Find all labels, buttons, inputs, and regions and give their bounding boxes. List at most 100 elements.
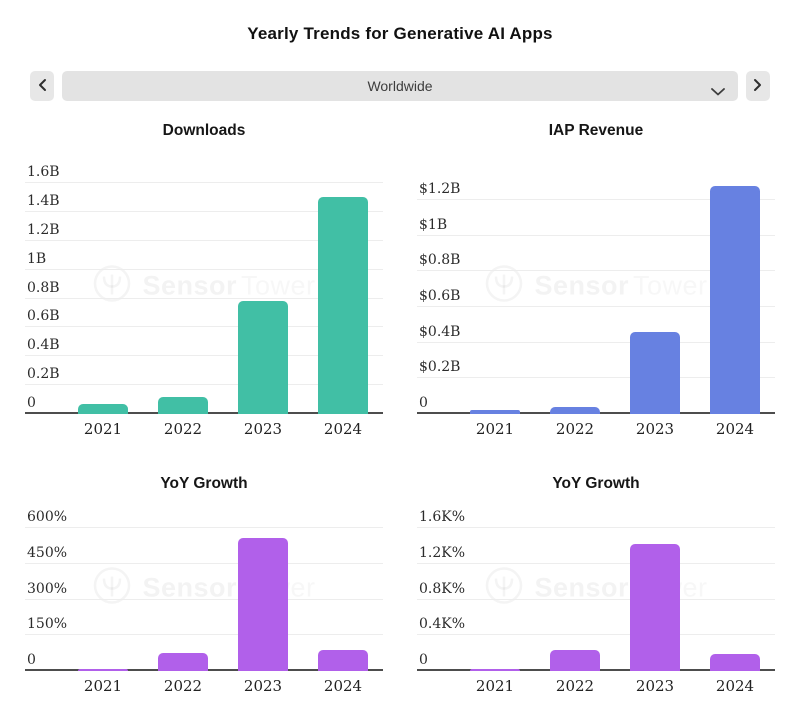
yoy-growth-downloads-plot-area: SensorTower 0 150% 300% 450% 600% bbox=[25, 505, 383, 671]
sensor-tower-watermark: SensorTower bbox=[417, 566, 775, 611]
gridline bbox=[25, 634, 383, 636]
x-tick-label: 2021 bbox=[83, 420, 123, 438]
x-tick-label: 2024 bbox=[715, 677, 755, 695]
y-tick-label: 450% bbox=[27, 544, 68, 561]
y-tick-label: 1.6B bbox=[27, 164, 60, 180]
y-tick-label: 1.6K% bbox=[419, 509, 466, 525]
region-controls: Worldwide bbox=[30, 71, 770, 101]
y-tick-label: $0.4B bbox=[419, 323, 461, 340]
downloads-chart: Downloads SensorTower 0 0.2B 0.4B 0.6B 0.8B 1B… bbox=[25, 122, 383, 438]
chevron-right-icon bbox=[753, 78, 763, 95]
gridline bbox=[417, 527, 775, 528]
watermark-text: SensorTower bbox=[142, 270, 315, 301]
bar-2023 bbox=[630, 544, 680, 671]
x-tick-label: 2022 bbox=[555, 420, 595, 438]
bar-2021 bbox=[470, 410, 520, 414]
sensor-tower-logo-icon bbox=[484, 566, 524, 611]
y-tick-label: $1.2B bbox=[419, 181, 461, 197]
x-tick-label: 2021 bbox=[475, 677, 515, 695]
y-tick-label: 0.4B bbox=[27, 337, 60, 354]
x-tick-label: 2023 bbox=[243, 420, 283, 438]
chevron-left-icon bbox=[37, 78, 47, 95]
chart-title: IAP Revenue bbox=[548, 122, 644, 139]
gridline bbox=[25, 182, 383, 183]
y-tick-label: 0 bbox=[419, 652, 428, 668]
bar-2023 bbox=[630, 331, 680, 414]
gridline bbox=[417, 270, 775, 272]
gridline bbox=[25, 355, 383, 357]
chart-title: Downloads bbox=[162, 122, 246, 139]
yoy-growth-revenue-chart: YoY Growth SensorTower 0 0.4K% 0.8K% 1.2K% 1.… bbox=[417, 475, 775, 695]
x-tick-label: 2024 bbox=[323, 677, 363, 695]
chart-title: YoY Growth bbox=[160, 475, 248, 492]
yoy-growth-downloads-chart: YoY Growth SensorTower0150%300%450%600% … bbox=[25, 475, 383, 695]
y-tick-label: 0.6B bbox=[27, 308, 60, 325]
x-tick-label: 2024 bbox=[715, 420, 755, 438]
bar-2024 bbox=[318, 197, 368, 414]
y-tick-label: $0.6B bbox=[419, 288, 461, 304]
x-axis-labels: 2021 2022 2023 2024 bbox=[63, 414, 383, 438]
bar-2021 bbox=[470, 669, 520, 671]
y-tick-label: 0.8K% bbox=[419, 580, 466, 597]
chart-title: YoY Growth bbox=[552, 475, 640, 492]
y-tick-label: $0.2B bbox=[419, 359, 461, 376]
x-tick-label: 2023 bbox=[635, 677, 675, 695]
next-region-button[interactable] bbox=[746, 71, 770, 101]
gridline bbox=[25, 297, 383, 299]
iap-revenue-chart: IAP Revenue SensorTower 0 $0.2B $0.4B $0.6B $… bbox=[417, 122, 775, 438]
charts-grid: Downloads SensorTower 0 0.2B 0.4B 0.6B 0.8B 1B… bbox=[25, 122, 775, 695]
bar-2021 bbox=[78, 403, 128, 414]
bar-2024 bbox=[318, 650, 368, 671]
gridline bbox=[417, 306, 775, 307]
gridline bbox=[417, 341, 775, 343]
bar-2022 bbox=[550, 406, 600, 414]
gridline bbox=[25, 326, 383, 328]
y-tick-label: $1B bbox=[419, 216, 448, 233]
x-tick-label: 2023 bbox=[243, 677, 283, 695]
y-tick-label: 150% bbox=[27, 616, 68, 633]
y-tick-label: 0 bbox=[27, 652, 36, 668]
gridline bbox=[417, 234, 775, 236]
gridline bbox=[25, 239, 383, 241]
gridline bbox=[417, 377, 775, 379]
region-selector-dropdown[interactable]: Worldwide bbox=[62, 71, 738, 101]
x-tick-label: 2021 bbox=[475, 420, 515, 438]
y-tick-label: 1.4B bbox=[27, 192, 60, 209]
x-tick-label: 2022 bbox=[555, 677, 595, 695]
bar-2022 bbox=[158, 396, 208, 414]
x-tick-label: 2021 bbox=[83, 677, 123, 695]
x-tick-label: 2022 bbox=[163, 677, 203, 695]
y-tick-label: 1B bbox=[27, 250, 47, 267]
y-tick-label: $0.8B bbox=[419, 252, 461, 269]
downloads-plot-area: SensorTower 0 0.2B 0.4B 0.6B 0.8B 1B 1.2B 1.4B 1.… bbox=[25, 158, 383, 414]
y-tick-label: 0.2B bbox=[27, 366, 60, 383]
prev-region-button[interactable] bbox=[30, 71, 54, 101]
bar-2023 bbox=[238, 301, 288, 414]
gridline bbox=[417, 562, 775, 564]
region-selector-value: Worldwide bbox=[367, 78, 433, 94]
y-tick-label: 0 bbox=[27, 395, 36, 411]
yoy-growth-revenue-plot-area: SensorTower 0 0.4K% 0.8K% 1.2K% 1.6K% bbox=[417, 505, 775, 671]
y-tick-label: 0.8B bbox=[27, 279, 60, 296]
watermark-text: SensorTower bbox=[142, 572, 315, 603]
gridline bbox=[25, 527, 383, 528]
sensor-tower-logo-icon bbox=[92, 566, 132, 611]
bar-2024 bbox=[710, 185, 760, 414]
gridline bbox=[25, 598, 383, 600]
sensor-tower-watermark: SensorTower bbox=[25, 566, 383, 611]
y-tick-label: 300% bbox=[27, 580, 68, 597]
bar-2023 bbox=[238, 537, 288, 671]
x-axis-labels: 2021 2022 2023 2024 bbox=[63, 671, 383, 695]
y-tick-label: 1.2K% bbox=[419, 544, 466, 561]
watermark-text: SensorTower bbox=[534, 270, 707, 301]
bar-2024 bbox=[710, 654, 760, 671]
gridline bbox=[25, 210, 383, 212]
watermark-text: SensorTower bbox=[534, 572, 707, 603]
gridline bbox=[25, 384, 383, 386]
page-title: Yearly Trends for Generative AI Apps bbox=[247, 24, 553, 43]
bar-2022 bbox=[550, 649, 600, 671]
gridline bbox=[25, 562, 383, 564]
y-tick-label: 0 bbox=[419, 395, 428, 411]
y-tick-label: 600% bbox=[27, 509, 68, 525]
